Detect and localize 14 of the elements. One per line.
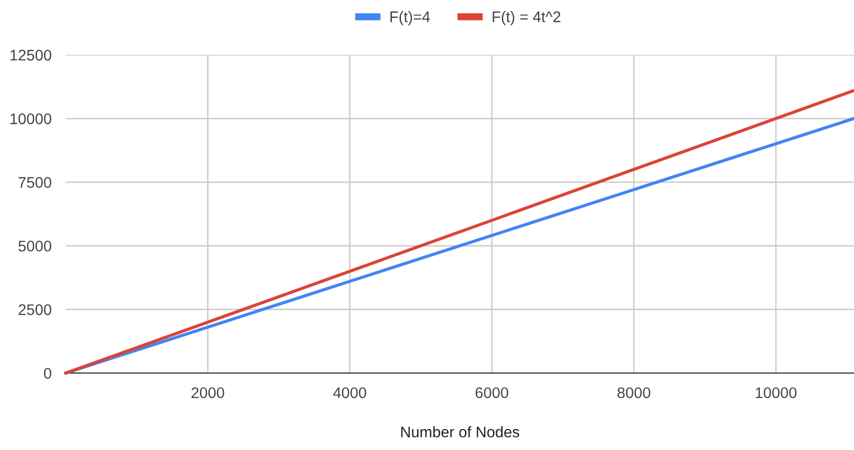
- y-tick-label: 0: [44, 368, 52, 379]
- y-tick-label: 7500: [18, 177, 52, 188]
- legend-label: F(t) = 4t^2: [492, 11, 560, 26]
- y-tick-label: 12500: [10, 50, 52, 61]
- x-tick-label: 2000: [192, 387, 224, 398]
- y-tick-label: 10000: [10, 113, 52, 124]
- y-tick-label: 5000: [18, 240, 52, 252]
- x-axis-title: Number of Nodes: [401, 426, 520, 438]
- x-tick-label: 8000: [618, 387, 650, 398]
- legend-label: F(t)=4: [390, 11, 430, 26]
- x-tick-label: 10000: [756, 387, 797, 398]
- x-tick-label: 4000: [333, 387, 366, 398]
- y-tick-label: 2500: [18, 304, 52, 316]
- x-tick-label: 6000: [476, 387, 508, 398]
